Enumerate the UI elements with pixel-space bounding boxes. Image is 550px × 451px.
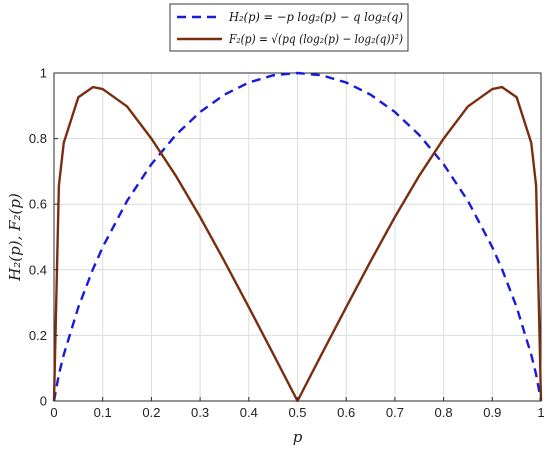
grid	[53, 72, 542, 402]
x-tick-label: 0.2	[142, 405, 160, 420]
x-tick-label: 0.5	[288, 405, 306, 420]
x-tick-label: 0.3	[191, 405, 209, 420]
y-tick-label: 0	[40, 394, 47, 409]
y-tick-label: 0.8	[29, 131, 47, 146]
legend-label-f2: F₂(p) = √(pq (log₂(p) − log₂(q))²)	[228, 32, 403, 46]
x-tick-label: 0.4	[240, 405, 258, 420]
x-tick-label: 0.1	[94, 405, 112, 420]
x-tick-label: 0	[50, 405, 57, 420]
x-tick-label: 0.9	[483, 405, 501, 420]
x-tick-label: 0.7	[386, 405, 404, 420]
legend: H₂(p) = −p log₂(p) − q log₂(q) F₂(p) = √…	[169, 3, 409, 52]
y-tick-label: 0.2	[29, 328, 47, 343]
tick-labels: 0 0.1 0.2 0.3 0.4 0.5 0.6 0.7 0.8 0.9 1 0 0.2 0.4 0.6 0…	[29, 66, 545, 421]
y-tick-label: 0.4	[29, 262, 47, 277]
series-line-entropy	[52, 71, 543, 402]
x-tick-label: 0.8	[435, 405, 453, 420]
legend-label-entropy: H₂(p) = −p log₂(p) − q log₂(q)	[228, 10, 403, 24]
y-tick-label: 1	[40, 66, 47, 81]
x-tick-label: 0.6	[337, 405, 355, 420]
x-axis-label: p	[293, 428, 303, 446]
legend-box	[169, 3, 409, 52]
x-tick-label: 1	[537, 405, 544, 420]
y-tick-label: 0.6	[29, 197, 47, 212]
y-axis-label: H₂(p), F₂(p)	[6, 193, 24, 282]
